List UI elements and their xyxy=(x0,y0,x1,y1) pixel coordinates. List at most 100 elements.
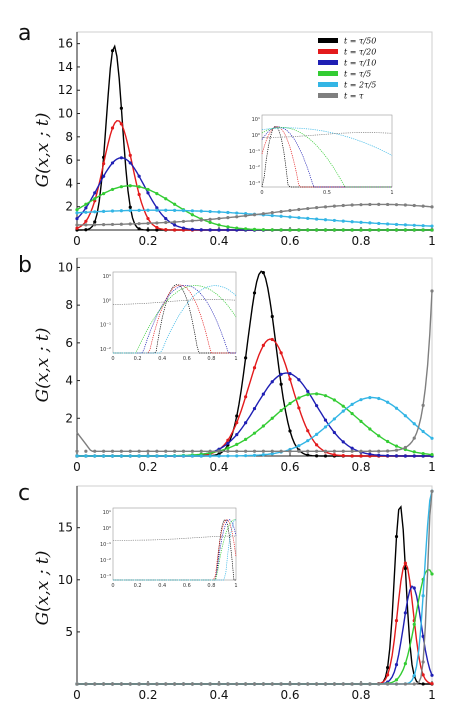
inset-y-tick-label: 10⁰ xyxy=(103,526,111,532)
series-point-0 xyxy=(93,220,97,224)
series-point-3 xyxy=(403,661,407,666)
inset-plot: 0 0.2 0.4 0.6 0.8 1 10¹ 10⁰ 10⁻¹ 10⁻² 10⁻³ xyxy=(100,507,238,589)
series-point-5 xyxy=(261,212,265,216)
x-tick-label: 0 xyxy=(73,460,81,474)
series-point-1 xyxy=(332,453,336,457)
series-point-5 xyxy=(421,660,425,664)
series-point-3 xyxy=(412,450,416,454)
series-point-5 xyxy=(217,449,221,453)
series-point-4 xyxy=(394,222,399,227)
series-point-5 xyxy=(102,222,106,227)
series-point-5 xyxy=(394,682,399,686)
series-point-3 xyxy=(217,223,221,227)
series-point-4 xyxy=(412,673,416,678)
y-tick-label: 6 xyxy=(65,336,73,350)
series-point-5 xyxy=(235,682,239,686)
legend-label: t = τ xyxy=(344,92,364,101)
series-point-5 xyxy=(403,445,407,450)
series-point-3 xyxy=(332,228,336,232)
y-tick-label: 16 xyxy=(58,37,73,51)
series-point-0 xyxy=(146,228,150,232)
series-point-4 xyxy=(403,414,407,418)
series-point-1 xyxy=(173,228,177,232)
series-point-5 xyxy=(403,203,407,207)
series-point-1 xyxy=(430,682,434,686)
inset-frame xyxy=(261,114,393,188)
series-point-4 xyxy=(412,223,416,227)
series-point-5 xyxy=(270,682,274,686)
inset-y-tick-label: 10⁻² xyxy=(249,165,260,171)
series-point-5 xyxy=(199,218,203,222)
series-point-2 xyxy=(102,174,106,178)
series-point-3 xyxy=(244,227,248,231)
legend-swatch xyxy=(318,82,338,87)
series-point-3 xyxy=(226,225,230,229)
series-point-1 xyxy=(394,619,399,623)
series-point-4 xyxy=(155,454,159,458)
series-point-5 xyxy=(252,213,257,217)
series-point-4 xyxy=(208,454,212,458)
series-point-5 xyxy=(164,449,168,453)
series-point-3 xyxy=(261,424,265,428)
series-point-1 xyxy=(128,153,132,157)
series-point-2 xyxy=(430,673,434,677)
series-point-3 xyxy=(297,228,301,232)
series-point-3 xyxy=(323,394,328,398)
series-point-5 xyxy=(102,449,106,453)
series-point-3 xyxy=(394,444,399,448)
series-point-4 xyxy=(252,453,257,457)
legend-label: t = τ/50 xyxy=(344,37,376,46)
x-tick-label: 0.4 xyxy=(209,234,228,248)
series-point-3 xyxy=(235,442,239,447)
inset-x-tick-label: 0 xyxy=(260,190,263,196)
series-point-3 xyxy=(190,213,194,217)
series-point-4 xyxy=(288,215,292,219)
series-point-5 xyxy=(430,489,434,493)
series-point-4 xyxy=(84,210,88,214)
inset-y-tick-label: 10⁻³ xyxy=(100,574,111,580)
x-tick-label: 0.6 xyxy=(280,688,299,702)
series-point-1 xyxy=(306,429,310,433)
series-point-5 xyxy=(297,449,301,453)
series-point-5 xyxy=(110,449,115,453)
series-point-4 xyxy=(173,208,177,212)
inset-y-tick-label: 10¹ xyxy=(103,274,111,280)
series-point-2 xyxy=(84,206,88,210)
series-point-2 xyxy=(279,372,283,376)
series-point-5 xyxy=(208,682,212,686)
series-line-2 xyxy=(77,585,433,685)
series-point-4 xyxy=(368,221,372,225)
series-point-5 xyxy=(93,682,97,686)
series-point-0 xyxy=(421,682,425,686)
series-point-4 xyxy=(270,213,274,218)
series-point-5 xyxy=(110,222,115,227)
inset-series-5 xyxy=(113,535,236,541)
series-point-5 xyxy=(430,205,434,209)
series-point-4 xyxy=(128,208,132,213)
series-point-3 xyxy=(341,228,345,232)
series-point-1 xyxy=(102,161,106,166)
series-point-5 xyxy=(93,449,97,453)
series-point-4 xyxy=(119,209,123,213)
series-point-2 xyxy=(270,380,274,384)
series-point-4 xyxy=(359,220,363,224)
series-point-3 xyxy=(288,228,292,232)
series-point-5 xyxy=(377,202,381,206)
series-point-4 xyxy=(341,409,345,413)
series-point-3 xyxy=(350,411,354,416)
series-point-5 xyxy=(155,449,159,453)
series-point-2 xyxy=(235,433,239,437)
series-point-4 xyxy=(315,217,319,221)
x-tick-label: 1 xyxy=(428,460,436,474)
series-point-3 xyxy=(84,202,88,206)
series-point-5 xyxy=(137,682,141,686)
inset-x-tick-label: 1 xyxy=(234,356,237,362)
series-point-2 xyxy=(208,228,212,232)
series-point-5 xyxy=(315,682,319,686)
series-point-2 xyxy=(394,454,399,458)
series-point-5 xyxy=(359,449,363,453)
series-point-4 xyxy=(110,209,115,213)
x-tick-label: 0.4 xyxy=(209,460,228,474)
series-point-2 xyxy=(146,191,150,195)
